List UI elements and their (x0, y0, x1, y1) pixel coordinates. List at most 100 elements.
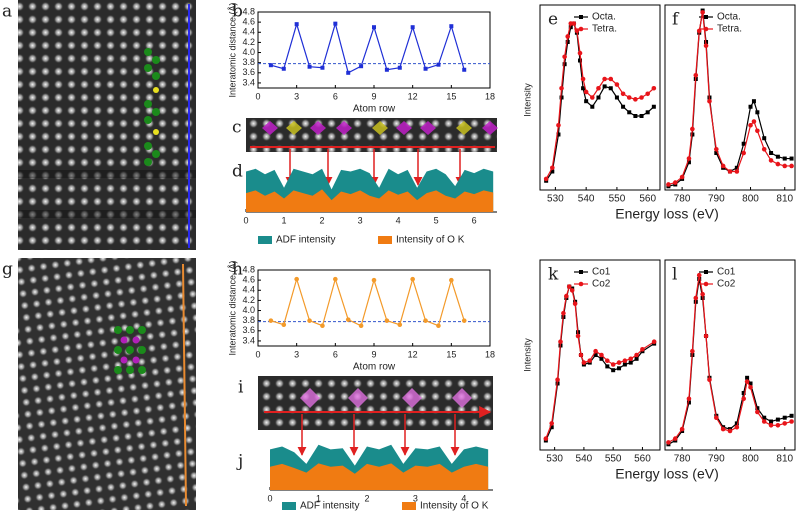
marker (707, 98, 712, 104)
marker (568, 25, 573, 30)
y-tick-label: 4.6 (242, 17, 255, 27)
marker (449, 277, 454, 283)
marker (639, 114, 644, 118)
marker (565, 40, 570, 44)
x-axis-label: Atom row (353, 104, 396, 115)
plot-frame (539, 4, 661, 191)
marker (755, 110, 760, 115)
marker (633, 97, 638, 102)
x-axis-label: Energy loss (eV) (615, 466, 718, 482)
marker (686, 156, 692, 161)
marker (617, 366, 622, 371)
plot-frame (664, 4, 796, 191)
marker (608, 86, 613, 91)
x-tick-label: 9 (371, 91, 376, 101)
marker (610, 362, 616, 367)
marker (741, 141, 746, 146)
y-tick-label: 4.6 (242, 275, 255, 285)
y-axis-label: Interatomic distance (Å) (227, 2, 237, 97)
legend-label: Octa. (592, 12, 616, 23)
marker (590, 95, 595, 100)
y-tick-label: 3.8 (242, 57, 255, 67)
marker (768, 423, 774, 428)
panel-label: l (672, 265, 677, 285)
marker (748, 385, 753, 390)
arrows (297, 414, 460, 456)
marker (734, 165, 739, 170)
marker (651, 85, 657, 91)
marker (397, 65, 402, 70)
marker (755, 128, 760, 134)
panel-label: c (232, 118, 242, 138)
marker (651, 339, 657, 345)
marker (714, 147, 719, 152)
x-tick-label: 550 (605, 454, 622, 465)
atom-overlay (144, 48, 160, 166)
x-tick-label: 0 (243, 215, 248, 225)
marker (572, 301, 578, 307)
marker (605, 358, 610, 364)
panel-label: g (2, 260, 13, 280)
y-tick-label: 4.4 (242, 285, 255, 295)
marker (543, 436, 549, 441)
legend-label: Co2 (592, 279, 611, 290)
marker (359, 64, 364, 69)
marker (384, 318, 390, 323)
y-tick-label: 3.8 (242, 315, 255, 325)
marker (634, 356, 639, 361)
y-tick-label: 4.4 (242, 27, 255, 37)
marker (727, 428, 733, 434)
marker (639, 95, 644, 100)
line (545, 285, 655, 439)
x-tick-label: 2 (320, 215, 325, 225)
marker (549, 421, 555, 426)
marker (593, 353, 598, 357)
line (668, 275, 792, 443)
polyhedra-overlay (262, 121, 498, 135)
y-axis-label: Intensity (522, 83, 532, 117)
marker (672, 436, 678, 441)
marker (734, 421, 739, 426)
marker (686, 400, 691, 405)
area (270, 463, 489, 490)
marker (590, 104, 595, 109)
marker (423, 318, 428, 323)
marker (634, 352, 639, 358)
y-tick-label: 3.4 (242, 77, 255, 87)
legend-label: Intensity of O K (396, 235, 465, 246)
marker (686, 160, 691, 165)
marker (575, 333, 581, 339)
marker (578, 58, 582, 63)
marker (614, 82, 620, 87)
marker (720, 426, 726, 432)
marker (775, 161, 781, 167)
marker (616, 360, 622, 365)
legend-swatch (258, 236, 272, 244)
marker (714, 415, 719, 421)
marker (775, 417, 780, 422)
legend-swatch (402, 502, 416, 510)
x-tick-label: 9 (371, 349, 376, 359)
marker (782, 421, 788, 426)
marker (744, 379, 750, 384)
marker (294, 22, 299, 27)
marker (761, 147, 767, 152)
plot-frame (257, 11, 491, 89)
marker (755, 406, 760, 411)
panel-label: j (236, 452, 243, 472)
marker (410, 276, 415, 282)
marker (562, 54, 567, 60)
marker (751, 99, 756, 104)
legend-label: Tetra. (592, 24, 617, 35)
plot-frame (539, 259, 661, 451)
marker (565, 34, 570, 39)
marker (734, 169, 740, 174)
x-tick-label: 780 (674, 454, 691, 465)
marker (436, 62, 441, 67)
panel-label: e (548, 10, 558, 30)
marker (640, 347, 645, 352)
arrows (285, 149, 465, 186)
marker (751, 119, 757, 124)
x-tick-label: 12 (408, 349, 418, 359)
